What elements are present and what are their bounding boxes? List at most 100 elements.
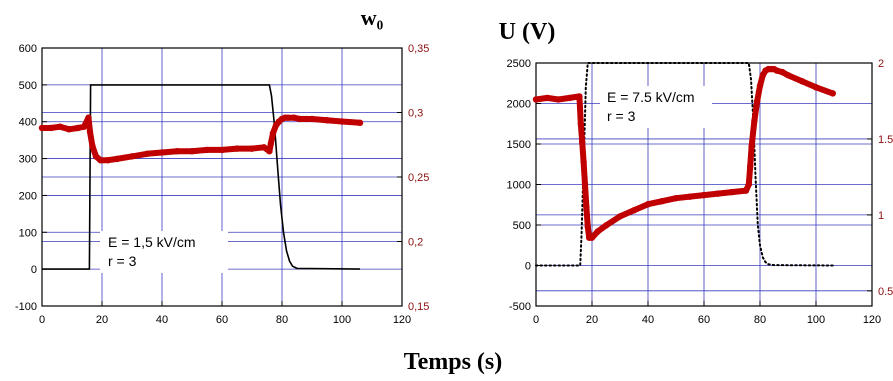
w-series-point <box>85 114 92 121</box>
annotation-ratio: r = 3 <box>108 253 137 269</box>
w-series-point <box>686 193 694 200</box>
y-tick-label-left: -500 <box>509 301 531 313</box>
w-series-point <box>580 158 587 165</box>
y-tick-label-left: 600 <box>19 43 37 55</box>
w-series-point <box>742 187 750 194</box>
x-axis-label: Temps (s) <box>404 349 502 375</box>
w-series-point <box>323 117 331 124</box>
w-series-point <box>751 117 758 124</box>
y-tick-label-right: 0,15 <box>408 301 429 313</box>
y-tick-label-left: -100 <box>15 301 37 313</box>
w-series-point <box>812 84 820 91</box>
x-tick-label: 100 <box>807 314 825 326</box>
w-series-point <box>269 129 277 137</box>
y-tick-label-left: 500 <box>19 80 37 92</box>
w-series-point <box>143 150 151 157</box>
chart-left-panel: 0 20 40 60 80 100 120-10001002003004005006000,… <box>15 43 429 326</box>
y-tick-label-left: 300 <box>19 154 37 166</box>
w-series-point <box>38 124 46 132</box>
y-tick-label-right: 0,3 <box>408 108 423 120</box>
y-tick-label-left: 200 <box>19 190 37 202</box>
w-series-point <box>173 148 181 155</box>
x-tick-label: 0 <box>533 314 539 326</box>
w-series-point <box>566 94 573 102</box>
w-series-point <box>290 114 298 121</box>
y-tick-label-left: 0 <box>525 261 531 273</box>
w-series-point <box>65 126 73 133</box>
w-series-point <box>532 96 540 103</box>
w-series-point <box>97 157 104 164</box>
x-tick-label: 0 <box>39 314 45 326</box>
w-series-point <box>113 155 121 163</box>
x-tick-label: 20 <box>96 314 108 326</box>
w-series-point <box>296 115 304 123</box>
y-tick-label-left: 2500 <box>507 58 531 70</box>
w-series-point <box>658 198 666 205</box>
w-series-point <box>577 120 584 127</box>
annotation-field-strength: E = 1,5 kV/cm <box>108 234 196 250</box>
w-series-point <box>308 115 316 123</box>
w-series-point <box>544 94 551 102</box>
w-series-point <box>104 157 112 164</box>
w-series-point <box>203 146 211 154</box>
w-series-point <box>773 67 780 74</box>
y-tick-label-right: 0,2 <box>408 237 423 249</box>
y-tick-label-right: 0,35 <box>408 43 429 55</box>
y-tick-label-left: 1500 <box>507 139 531 151</box>
w-series-point <box>356 119 364 127</box>
w-series-point <box>594 228 601 235</box>
w-series-point <box>260 144 268 151</box>
w-series-point <box>47 124 55 132</box>
x-tick-label: 80 <box>754 314 766 326</box>
w-series-point <box>616 213 624 220</box>
w-series-point <box>579 138 586 146</box>
w-series-point <box>284 114 292 121</box>
annotation-ratio: r = 3 <box>607 108 636 124</box>
y-tick-label-left: 2000 <box>507 99 531 111</box>
w-series-point <box>86 128 94 136</box>
x-tick-label: 40 <box>642 314 654 326</box>
w-series-point <box>829 90 836 97</box>
y-tick-label-right: 1.5 <box>878 134 893 146</box>
w-series-point <box>748 143 755 150</box>
y-tick-label-right: 0.5 <box>878 286 893 298</box>
x-tick-label: 60 <box>698 314 710 326</box>
w-series-point <box>248 145 256 152</box>
x-tick-label: 20 <box>586 314 598 326</box>
w-series-point <box>756 82 764 89</box>
w-series-point <box>74 124 82 132</box>
w-series-point <box>80 123 88 130</box>
x-tick-label: 60 <box>216 314 228 326</box>
w-series-point <box>89 142 96 150</box>
w-series-point <box>779 68 786 76</box>
w-series-point <box>754 97 761 105</box>
w-series-point <box>56 123 64 130</box>
y-tick-label-left: 100 <box>19 227 37 239</box>
w-series-point <box>584 223 591 231</box>
x-tick-label: 100 <box>333 314 351 326</box>
w-series-point <box>583 204 590 211</box>
w-series-point <box>700 191 708 199</box>
y-tick-label-right: 1 <box>878 210 884 222</box>
x-tick-label: 40 <box>156 314 168 326</box>
w-series-point <box>728 188 736 196</box>
y-tick-label-right: 2 <box>878 58 884 70</box>
chart-title-u-volts: U (V) <box>499 19 556 45</box>
x-tick-label: 80 <box>276 314 288 326</box>
w-series-point <box>644 201 652 208</box>
w-series-point <box>630 207 638 214</box>
chart-right-panel: 0 20 40 60 80 100 120-500050010001500200025000… <box>507 58 893 326</box>
w-series-point <box>158 149 166 156</box>
w-series-point <box>672 194 680 202</box>
w-series-point <box>128 153 136 160</box>
w-series-point <box>588 234 596 241</box>
annotation-field-strength: E = 7.5 kV/cm <box>607 89 695 105</box>
w-series-point <box>798 78 806 85</box>
voltage-series-line <box>42 84 361 270</box>
right-axis-title-w0: w₀ <box>361 5 384 30</box>
x-tick-label: 120 <box>863 314 881 326</box>
y-tick-label-left: 500 <box>513 220 531 232</box>
w-series-point <box>267 140 275 147</box>
w-series-point <box>218 146 226 154</box>
